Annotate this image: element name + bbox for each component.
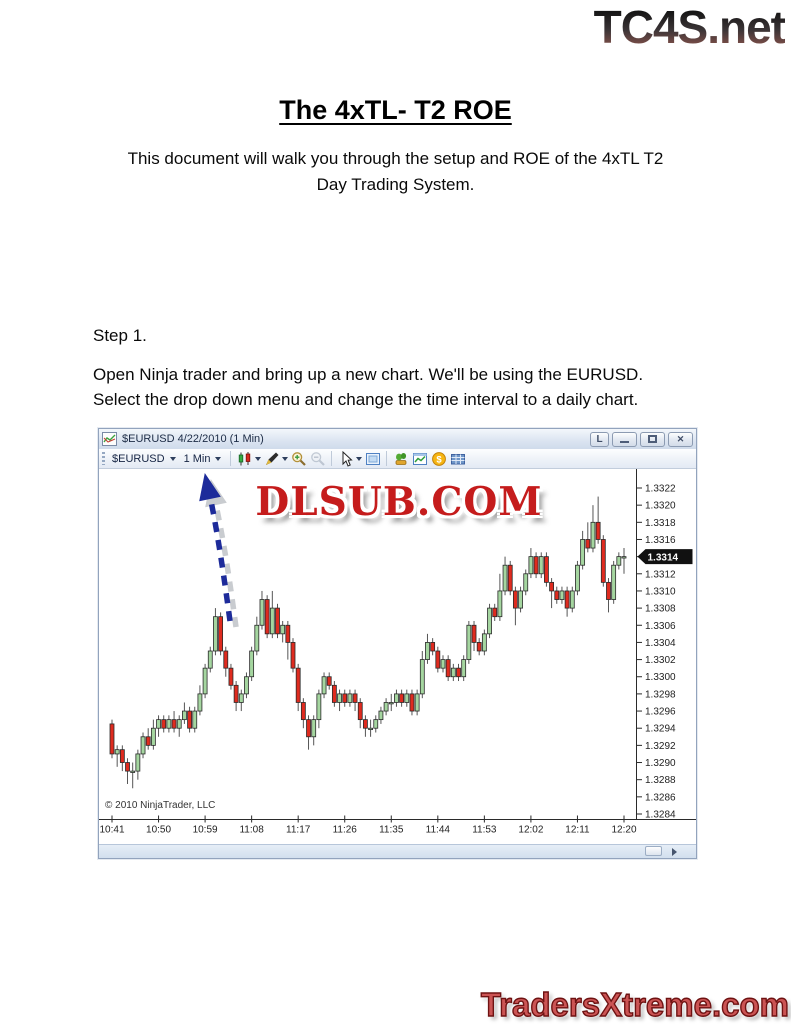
instrument-dropdown[interactable]: $EURUSD <box>110 452 180 466</box>
time-tick-label: 11:44 <box>426 825 451 836</box>
dlsub-watermark: DLSUB.COM <box>255 479 543 525</box>
intro-paragraph: This document will walk you through the … <box>0 146 791 198</box>
price-tick-label: 1.3290 <box>645 758 676 769</box>
current-price-tag <box>637 549 693 565</box>
toolbar-separator <box>386 451 388 466</box>
tradersxtreme-logo: TradersXtreme.com <box>480 985 790 1023</box>
time-tick-label: 10:50 <box>146 825 171 836</box>
snapshot-icon <box>365 452 380 465</box>
price-tick-label: 1.3316 <box>645 535 676 546</box>
price-tick-label: 1.3322 <box>645 484 676 495</box>
price-tick-label: 1.3312 <box>645 569 676 580</box>
time-tick-label: 11:53 <box>472 825 497 836</box>
price-tick-label: 1.3320 <box>645 501 676 512</box>
ninjatrader-copyright: © 2010 NinjaTrader, LLC <box>105 800 216 811</box>
toolbar-separator <box>230 451 232 466</box>
drawing-tools-icon <box>265 452 279 465</box>
chevron-down-icon <box>282 456 289 461</box>
step-line-1: Open Ninja trader and bring up a new cha… <box>93 365 644 384</box>
close-button[interactable]: ✕ <box>668 431 693 447</box>
price-tick-label: 1.3292 <box>645 741 676 752</box>
intro-line-2: Day Trading System. <box>316 175 475 194</box>
price-tick-label: 1.3306 <box>645 621 676 632</box>
price-tick-label: 1.3300 <box>645 672 676 683</box>
mini-chart-icon <box>412 452 427 465</box>
cursor-tool-button[interactable] <box>337 450 354 467</box>
toolbar-grip-handle[interactable] <box>102 452 105 465</box>
minimize-icon <box>620 440 629 443</box>
window-titlebar[interactable]: $EURUSD 4/22/2010 (1 Min) L ✕ <box>99 429 696 449</box>
zoom-in-button[interactable] <box>290 450 307 467</box>
ninjatrader-chart-window: $EURUSD 4/22/2010 (1 Min) L ✕ $EURUSD 1 … <box>98 428 697 859</box>
step-line-2: Select the drop down menu and change the… <box>93 390 639 409</box>
time-tick-label: 12:02 <box>518 825 543 836</box>
account-coin-icon: $ <box>432 451 446 466</box>
time-tick-label: 11:26 <box>333 825 358 836</box>
window-title: $EURUSD 4/22/2010 (1 Min) <box>122 433 264 445</box>
current-price-label: 1.3314 <box>648 552 679 563</box>
svg-text:$: $ <box>436 454 442 465</box>
price-tick-label: 1.3296 <box>645 707 676 718</box>
time-tick-label: 10:59 <box>193 825 218 836</box>
page-title: The 4xTL- T2 ROE <box>279 95 512 125</box>
step-heading: Step 1. <box>93 326 147 345</box>
price-tick-label: 1.3298 <box>645 689 676 700</box>
interval-label: 1 Min <box>183 452 211 465</box>
candlestick-chart: 1.3322 1.3320 1.3318 1.3316 1.3314 1.3312 1.33… <box>99 469 696 836</box>
intro-line-1: This document will walk you through the … <box>127 149 664 168</box>
time-tick-label: 11:35 <box>379 825 404 836</box>
link-button[interactable]: L <box>590 431 609 447</box>
zoom-out-icon <box>311 451 325 466</box>
data-grid-button[interactable] <box>449 450 466 467</box>
chevron-down-icon <box>356 456 363 461</box>
chart-window-icon <box>102 432 117 446</box>
restore-icon <box>648 435 657 443</box>
zoom-in-icon <box>292 451 306 466</box>
account-coin-button[interactable]: $ <box>430 450 447 467</box>
price-tick-label: 1.3294 <box>645 724 676 735</box>
mini-chart-button[interactable] <box>411 450 428 467</box>
price-tick-label: 1.3310 <box>645 586 676 597</box>
interval-dropdown[interactable]: 1 Min <box>182 452 226 466</box>
time-tick-label: 10:41 <box>99 825 124 836</box>
chart-horizontal-scrollbar[interactable] <box>99 844 696 858</box>
chart-style-button[interactable] <box>236 450 253 467</box>
price-tick-label: 1.3302 <box>645 655 676 666</box>
drawing-tools-button[interactable] <box>263 450 280 467</box>
chart-plot-area[interactable]: 1.3322 1.3320 1.3318 1.3316 1.3314 1.3312 1.33… <box>99 469 696 844</box>
chart-toolbar: $EURUSD 1 Min <box>99 449 696 469</box>
instrument-label: $EURUSD <box>112 452 165 465</box>
price-tick-label: 1.3286 <box>645 792 676 803</box>
zoom-out-button[interactable] <box>309 450 326 467</box>
price-tick-label: 1.3304 <box>645 638 676 649</box>
time-tick-label: 12:11 <box>565 825 590 836</box>
tc4s-logo: TC4S.net <box>593 1 786 53</box>
time-tick-label: 12:20 <box>611 825 636 836</box>
chevron-down-icon <box>215 456 222 461</box>
chevron-down-icon <box>169 456 176 461</box>
step-paragraph: Open Ninja trader and bring up a new cha… <box>93 362 708 412</box>
time-tick-label: 11:08 <box>239 825 264 836</box>
cursor-icon <box>342 450 353 467</box>
snapshot-button[interactable] <box>364 450 381 467</box>
candles <box>109 496 627 789</box>
price-tick-label: 1.3318 <box>645 518 676 529</box>
minimize-button[interactable] <box>612 431 637 447</box>
price-tick-label: 1.3308 <box>645 604 676 615</box>
price-tick-label: 1.3284 <box>645 810 676 821</box>
chart-style-icon <box>238 451 251 465</box>
chevron-down-icon <box>255 456 262 461</box>
toolbar-separator <box>331 451 333 466</box>
scrollbar-thumb[interactable] <box>645 846 662 856</box>
scrollbar-right-arrow-icon[interactable] <box>672 848 677 856</box>
data-grid-icon <box>450 453 465 464</box>
analyzer-icon <box>395 452 407 465</box>
restore-button[interactable] <box>640 431 665 447</box>
price-tick-label: 1.3288 <box>645 775 676 786</box>
analyzer-button[interactable] <box>392 450 409 467</box>
time-tick-label: 11:17 <box>286 825 311 836</box>
